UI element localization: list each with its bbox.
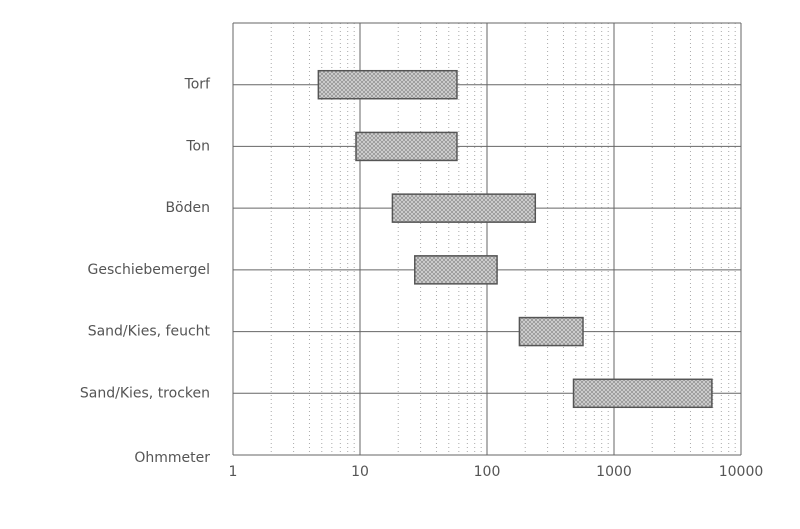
range-bar xyxy=(518,316,584,347)
y-tick-label: Ton xyxy=(185,138,210,154)
x-tick-label: 1000 xyxy=(596,464,632,480)
x-tick-label: 100 xyxy=(474,464,501,480)
y-tick-label: Geschiebemergel xyxy=(88,262,210,278)
x-tick-label: 1 xyxy=(229,464,238,480)
range-bar xyxy=(317,69,458,100)
y-tick-label: Torf xyxy=(184,77,211,93)
y-tick-label: Böden xyxy=(165,200,210,216)
y-tick-label: Sand/Kies, feucht xyxy=(88,324,211,340)
x-tick-label: 10 xyxy=(351,464,369,480)
range-bar xyxy=(572,378,713,409)
x-axis-label: Ohmmeter xyxy=(134,450,210,466)
x-tick-label: 10000 xyxy=(719,464,764,480)
range-bar xyxy=(391,193,537,223)
y-tick-label: Sand/Kies, trocken xyxy=(80,385,210,401)
range-bar xyxy=(414,255,498,285)
range-bar xyxy=(355,131,458,162)
